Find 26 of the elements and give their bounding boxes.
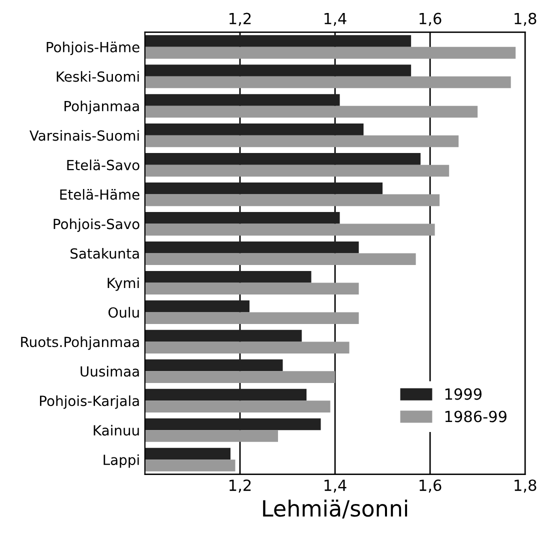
- x-tick-label: 1,8: [514, 479, 536, 493]
- y-tick-label: Pohjanmaa: [64, 100, 139, 114]
- x-tick-label: 1,4: [324, 480, 346, 493]
- y-tick-label: Pohjois-Savo: [54, 218, 140, 232]
- x-axis-title: Lehmiä/sonni: [263, 500, 408, 519]
- y-tick-label: Keski-Suomi: [56, 71, 139, 82]
- x2-tick-label: 1,6: [420, 12, 442, 26]
- y-tick-label: Satakunta: [70, 248, 139, 259]
- y-tick-label: Kainuu: [94, 424, 139, 436]
- y-tick-label: Etelä-Häme: [60, 189, 140, 200]
- y-tick-label: Kymi: [108, 277, 139, 291]
- y-tick-label: Etelä-Savo: [67, 160, 140, 170]
- legend-label: 1999: [445, 388, 482, 400]
- y-tick-label: Uusimaa: [80, 366, 139, 377]
- y-tick-label: Pohjois-Häme: [46, 42, 140, 56]
- x2-tick-label: 1,8: [514, 12, 536, 26]
- x2-tick-label: 1,2: [230, 12, 251, 26]
- x-tick-label: 1,2: [230, 479, 251, 493]
- x-tick-label: 1,6: [420, 479, 442, 493]
- y-tick-label: Ruots.Pohjanmaa: [21, 336, 139, 350]
- y-tick-label: Varsinais-Suomi: [30, 130, 139, 141]
- y-tick-label: Oulu: [108, 306, 139, 318]
- x2-tick-label: 1,4: [324, 12, 346, 26]
- y-tick-label: Lappi: [104, 454, 139, 468]
- y-tick-label: Pohjois-Karjala: [40, 395, 139, 409]
- legend-label: 1986-99: [445, 410, 506, 422]
